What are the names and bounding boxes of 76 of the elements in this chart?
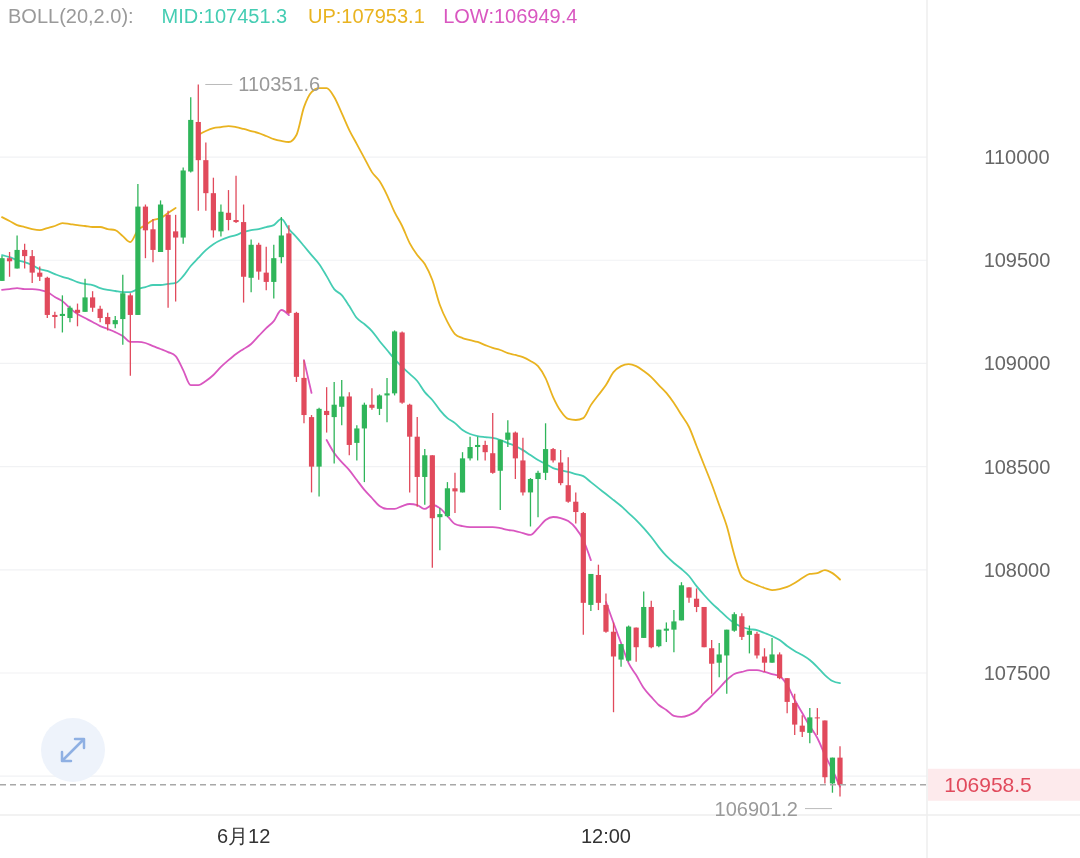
candlestick (74, 302, 81, 327)
candlestick (490, 412, 496, 475)
candlestick (565, 456, 571, 504)
candlestick (233, 174, 239, 224)
candlestick (324, 386, 330, 434)
candlestick (693, 587, 700, 613)
candlestick (814, 707, 820, 736)
candlestick (29, 249, 35, 284)
candlestick (354, 424, 360, 462)
candlestick (618, 643, 624, 668)
text: MID:107451.3 (161, 5, 288, 27)
y-tick-label: 108500 (983, 455, 1051, 478)
x-tick-label: 6月12 (216, 825, 271, 847)
candlestick (331, 381, 337, 465)
candlestick (150, 218, 156, 263)
y-tick-label: 109000 (983, 352, 1051, 375)
annotation: 110351.6 (238, 73, 321, 96)
candlestick (807, 707, 813, 744)
candlestick (361, 402, 367, 483)
candlestick (792, 693, 798, 736)
candlestick (278, 216, 284, 264)
candlestick (777, 651, 783, 680)
candlestick (384, 377, 390, 423)
candlestick (422, 448, 428, 506)
candlestick (82, 278, 88, 313)
candlestick (89, 290, 96, 313)
candlestick (527, 477, 534, 528)
candlestick (573, 491, 579, 525)
candlestick (558, 449, 564, 486)
annotation: 106901.2 (714, 797, 798, 820)
candlestick (339, 379, 345, 426)
candlestick (452, 472, 458, 514)
candlestick (376, 393, 383, 416)
candlestick (14, 234, 20, 270)
ref-line-label: 106958.5 (944, 773, 1032, 797)
candlestick (663, 621, 669, 643)
line-series (1, 218, 841, 685)
y-tick-label: 107500 (983, 662, 1051, 685)
candlestick (127, 292, 133, 377)
candlestick (59, 294, 65, 334)
candlestick (0, 255, 5, 282)
candlestick (746, 624, 753, 655)
candlestick (505, 419, 511, 448)
candlestick (437, 507, 443, 551)
candlestick (671, 609, 677, 654)
candlestick (784, 677, 790, 714)
legend-title: BOLL(20,2.0): (8, 5, 134, 27)
candlestick (769, 637, 775, 664)
candlestick (225, 189, 232, 231)
y-tick-label: 109500 (983, 249, 1051, 272)
candlestick (709, 639, 715, 695)
candlestick (799, 714, 805, 738)
text: UP:107953.1 (308, 5, 425, 27)
y-tick-label: 108000 (983, 558, 1051, 581)
candlestick (761, 647, 768, 673)
candlestick (542, 422, 549, 481)
candlestick (369, 387, 375, 411)
candlestick (142, 203, 149, 259)
candlestick (271, 244, 277, 300)
candlestick (22, 243, 28, 270)
candlestick (218, 203, 224, 238)
candlestick (535, 470, 541, 518)
candlestick (263, 246, 269, 291)
candlestick (716, 642, 722, 678)
candlestick (754, 631, 760, 660)
candlestick (633, 626, 639, 663)
x-tick-label: 12:00 (580, 825, 631, 847)
candlestick (6, 251, 13, 278)
candlestick (475, 436, 481, 462)
y-tick-label: 110000 (984, 146, 1050, 169)
candlestick (731, 611, 737, 633)
candlestick (739, 612, 745, 641)
text: LOW:106949.4 (443, 5, 578, 27)
candlestick (467, 436, 473, 462)
candlestick (173, 214, 179, 303)
candlestick (482, 440, 488, 462)
